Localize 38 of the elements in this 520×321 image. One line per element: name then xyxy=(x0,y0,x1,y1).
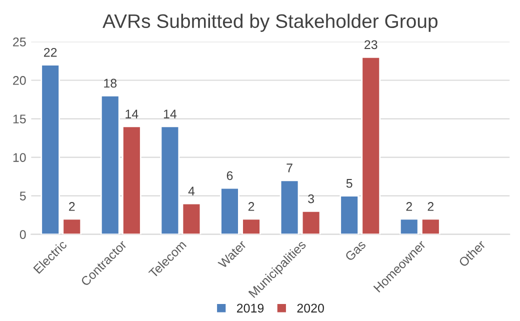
bar xyxy=(62,218,82,234)
bar xyxy=(242,218,261,234)
bar xyxy=(421,218,440,234)
bar xyxy=(301,210,321,234)
bar xyxy=(340,195,359,234)
y-tick-label: 5 xyxy=(20,192,26,200)
data-label: 2 xyxy=(406,202,412,211)
data-label: 14 xyxy=(126,110,138,118)
bar xyxy=(399,218,419,234)
data-label: 6 xyxy=(226,171,233,180)
bar xyxy=(361,56,381,234)
x-tick-label: Gas xyxy=(344,240,366,262)
bar xyxy=(122,126,142,234)
bar xyxy=(100,94,120,234)
data-label: 18 xyxy=(104,78,117,88)
bar xyxy=(280,180,300,234)
y-tick-label: 10 xyxy=(13,153,26,162)
bar xyxy=(40,64,60,234)
data-label: 3 xyxy=(308,194,314,204)
data-label: 23 xyxy=(364,40,378,50)
data-label: 7 xyxy=(286,164,292,172)
y-tick-label: 20 xyxy=(13,76,26,85)
legend-label: 2019 xyxy=(236,304,264,313)
data-label: 2 xyxy=(248,202,254,211)
y-tick-label: 15 xyxy=(13,114,26,124)
bar xyxy=(160,126,180,234)
data-label: 2 xyxy=(69,202,75,211)
bar xyxy=(182,202,202,234)
bar xyxy=(220,187,240,234)
data-label: 5 xyxy=(346,179,352,188)
y-tick-label: 0 xyxy=(20,230,26,239)
chart-title: AVRs Submitted by Stakeholder Group xyxy=(102,14,438,32)
data-label: 2 xyxy=(428,202,434,211)
data-label: 14 xyxy=(164,110,177,118)
data-label: 4 xyxy=(188,186,195,196)
legend-label: 2020 xyxy=(297,304,324,313)
y-tick-label: 25 xyxy=(13,38,26,46)
data-label: 22 xyxy=(44,48,57,57)
